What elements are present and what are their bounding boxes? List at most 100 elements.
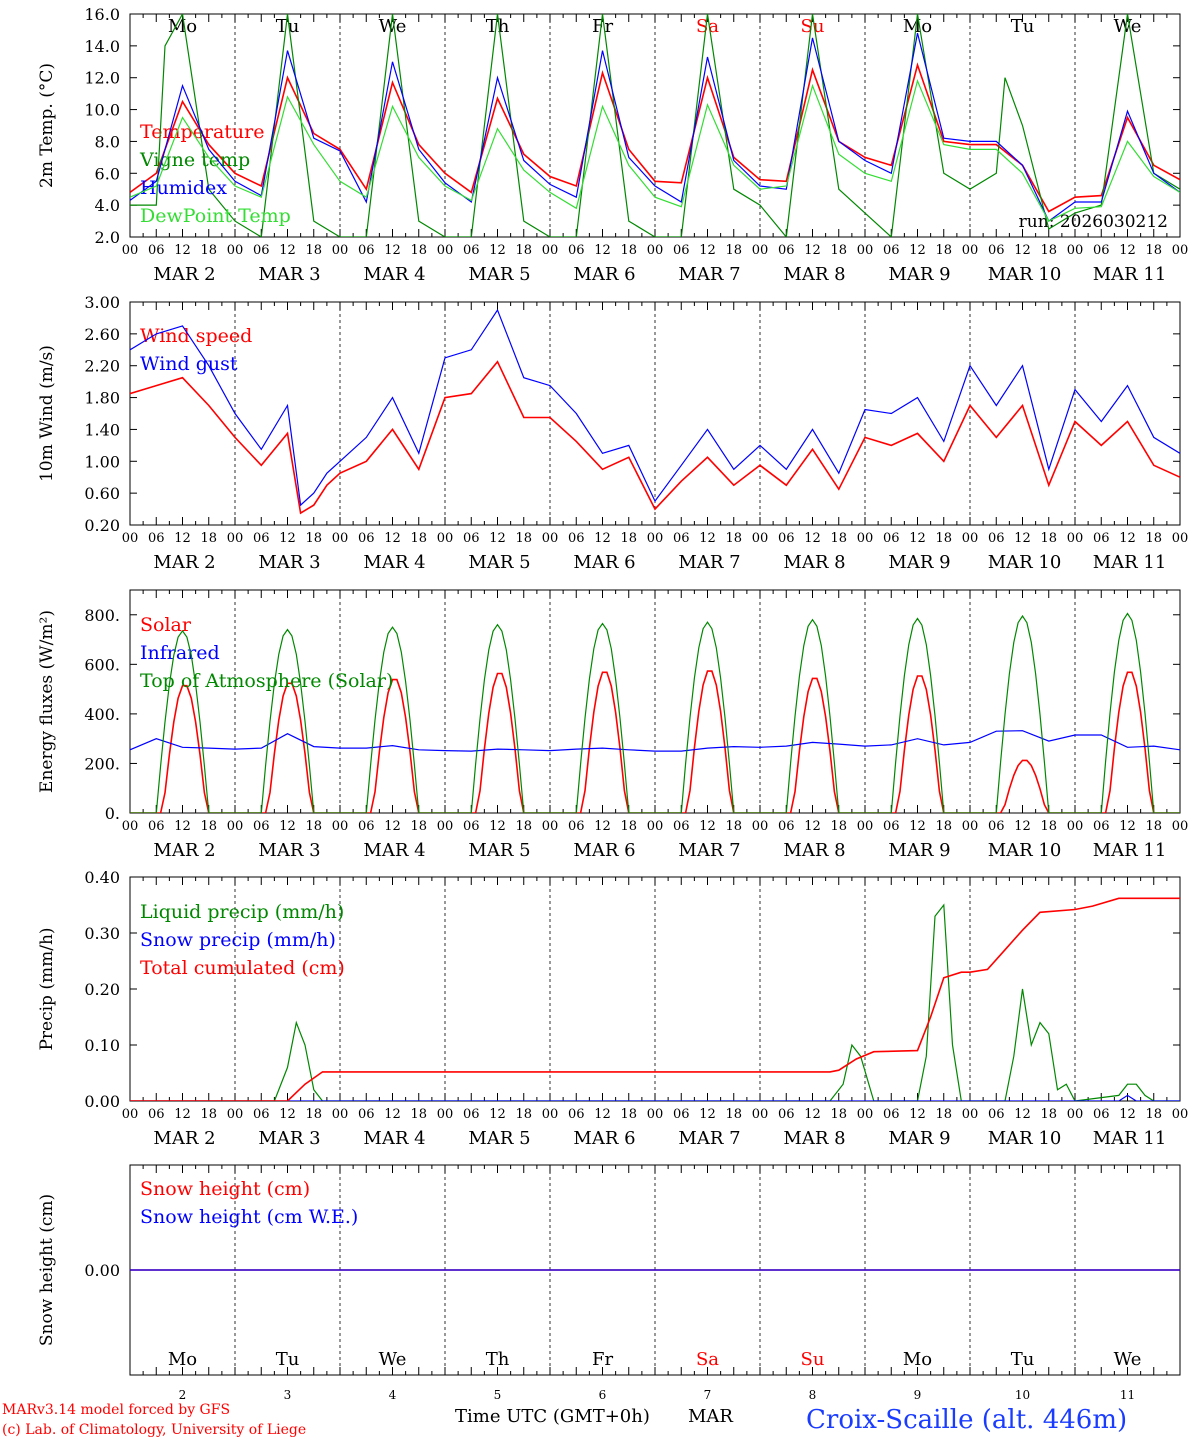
- y-tick-label: 16.0: [84, 5, 120, 24]
- x-hour-label: 18: [305, 1107, 322, 1122]
- x-hour-label: 00: [542, 819, 559, 834]
- x-hour-label: 18: [410, 531, 427, 546]
- x-date-label: MAR 8: [783, 840, 845, 861]
- y-tick-label: 12.0: [84, 69, 120, 88]
- x-hour-label: 06: [883, 531, 900, 546]
- x-date-label: MAR 7: [678, 1128, 740, 1149]
- x-hour-label: 06: [988, 819, 1005, 834]
- x-hour-label: 00: [647, 531, 664, 546]
- day-number-label: 9: [914, 1388, 922, 1402]
- day-of-week-label: We: [379, 1349, 407, 1370]
- x-hour-label: 12: [1119, 1107, 1136, 1122]
- y-tick-label: 0.40: [84, 868, 120, 887]
- x-hour-label: 06: [988, 531, 1005, 546]
- x-hour-label: 18: [410, 1107, 427, 1122]
- day-of-week-label: Mo: [903, 1349, 932, 1370]
- panel-1: 2.0 4.0 6.0 8.0 10.0 12.0 14.0 16.0 2m Temp. (°C…: [37, 5, 1188, 285]
- x-hour-label: 06: [463, 1107, 480, 1122]
- x-hour-label: 06: [358, 531, 375, 546]
- x-date-label: MAR 3: [258, 1128, 320, 1149]
- x-date-label: MAR 7: [678, 840, 740, 861]
- x-hour-label: 00: [1172, 1107, 1189, 1122]
- x-hour-label: 00: [857, 1107, 874, 1122]
- x-hour-label: 00: [437, 531, 454, 546]
- panels: 2.0 4.0 6.0 8.0 10.0 12.0 14.0 16.0 2m Temp. (°C…: [37, 5, 1188, 1402]
- x-hour-label: 18: [725, 819, 742, 834]
- y-tick-label: 6.0: [95, 164, 120, 183]
- y-tick-label: 2.60: [84, 325, 120, 344]
- x-date-label: MAR 11: [1093, 840, 1167, 861]
- x-hour-label: 00: [122, 531, 139, 546]
- x-hour-label: 12: [909, 819, 926, 834]
- y-tick-label: 4.0: [95, 196, 120, 215]
- x-hour-label: 12: [594, 531, 611, 546]
- x-date-label: MAR 4: [363, 264, 425, 285]
- x-hour-label: 06: [463, 819, 480, 834]
- x-hour-label: 06: [568, 243, 585, 258]
- station-name: Croix-Scaille (alt. 446m): [806, 1405, 1127, 1435]
- day-of-week-label: Su: [801, 1349, 825, 1370]
- x-hour-label: 00: [542, 531, 559, 546]
- x-hour-label: 12: [699, 243, 716, 258]
- credit-line-1: MARv3.14 model forced by GFS: [2, 1402, 230, 1418]
- x-hour-label: 12: [909, 531, 926, 546]
- x-date-label: MAR 9: [888, 1128, 950, 1149]
- x-hour-label: 12: [384, 819, 401, 834]
- x-date-label: MAR 4: [363, 1128, 425, 1149]
- x-hour-label: 06: [778, 243, 795, 258]
- day-of-week-label: Mo: [168, 1349, 197, 1370]
- x-hour-label: 12: [804, 531, 821, 546]
- x-date-label: MAR 7: [678, 552, 740, 573]
- day-of-week-label: Tu: [1011, 16, 1035, 37]
- legend-entry: Snow height (cm): [140, 1178, 310, 1200]
- x-date-label: MAR 2: [153, 264, 215, 285]
- x-hour-label: 12: [174, 819, 191, 834]
- y-axis-label: 2m Temp. (°C): [37, 63, 57, 188]
- x-hour-label: 12: [384, 243, 401, 258]
- x-hour-label: 18: [935, 243, 952, 258]
- x-hour-label: 06: [148, 531, 165, 546]
- day-number-label: 2: [179, 1388, 187, 1402]
- x-hour-label: 06: [673, 243, 690, 258]
- x-hour-label: 12: [594, 243, 611, 258]
- y-tick-label: 0.60: [84, 484, 120, 503]
- x-hour-label: 12: [909, 1107, 926, 1122]
- x-date-label: MAR 3: [258, 552, 320, 573]
- y-axis-label: Snow height (cm): [37, 1194, 57, 1346]
- day-of-week-label: We: [379, 16, 407, 37]
- x-axis-title: Time UTC (GMT+0h): [455, 1406, 650, 1427]
- x-hour-label: 00: [227, 819, 244, 834]
- x-hour-label: 06: [673, 531, 690, 546]
- x-hour-label: 18: [515, 531, 532, 546]
- x-hour-label: 12: [174, 531, 191, 546]
- x-hour-label: 00: [1067, 531, 1084, 546]
- x-hour-label: 00: [647, 243, 664, 258]
- y-tick-label: 10.0: [84, 101, 120, 120]
- legend-entry: Top of Atmosphere (Solar): [140, 670, 393, 692]
- x-hour-label: 12: [699, 1107, 716, 1122]
- x-hour-label: 18: [305, 531, 322, 546]
- x-hour-label: 18: [935, 531, 952, 546]
- series-line: [130, 79, 1180, 222]
- x-hour-label: 12: [699, 531, 716, 546]
- x-hour-label: 12: [384, 531, 401, 546]
- x-hour-label: 00: [1172, 531, 1189, 546]
- x-hour-label: 18: [200, 1107, 217, 1122]
- x-date-label: MAR 2: [153, 840, 215, 861]
- x-hour-label: 18: [935, 819, 952, 834]
- x-hour-label: 18: [935, 1107, 952, 1122]
- day-number-label: 7: [704, 1388, 712, 1402]
- x-hour-label: 06: [148, 819, 165, 834]
- run-annotation: run: 2026030212: [1019, 212, 1168, 232]
- x-hour-label: 18: [305, 243, 322, 258]
- x-date-label: MAR 5: [468, 1128, 530, 1149]
- x-hour-label: 00: [542, 243, 559, 258]
- x-hour-label: 06: [988, 243, 1005, 258]
- x-date-label: MAR 10: [988, 264, 1062, 285]
- series-line: [130, 730, 1180, 752]
- x-date-label: MAR 3: [258, 840, 320, 861]
- day-of-week-label: Tu: [276, 16, 300, 37]
- day-of-week-label: Su: [801, 16, 825, 37]
- x-hour-label: 12: [1014, 243, 1031, 258]
- x-hour-label: 00: [437, 1107, 454, 1122]
